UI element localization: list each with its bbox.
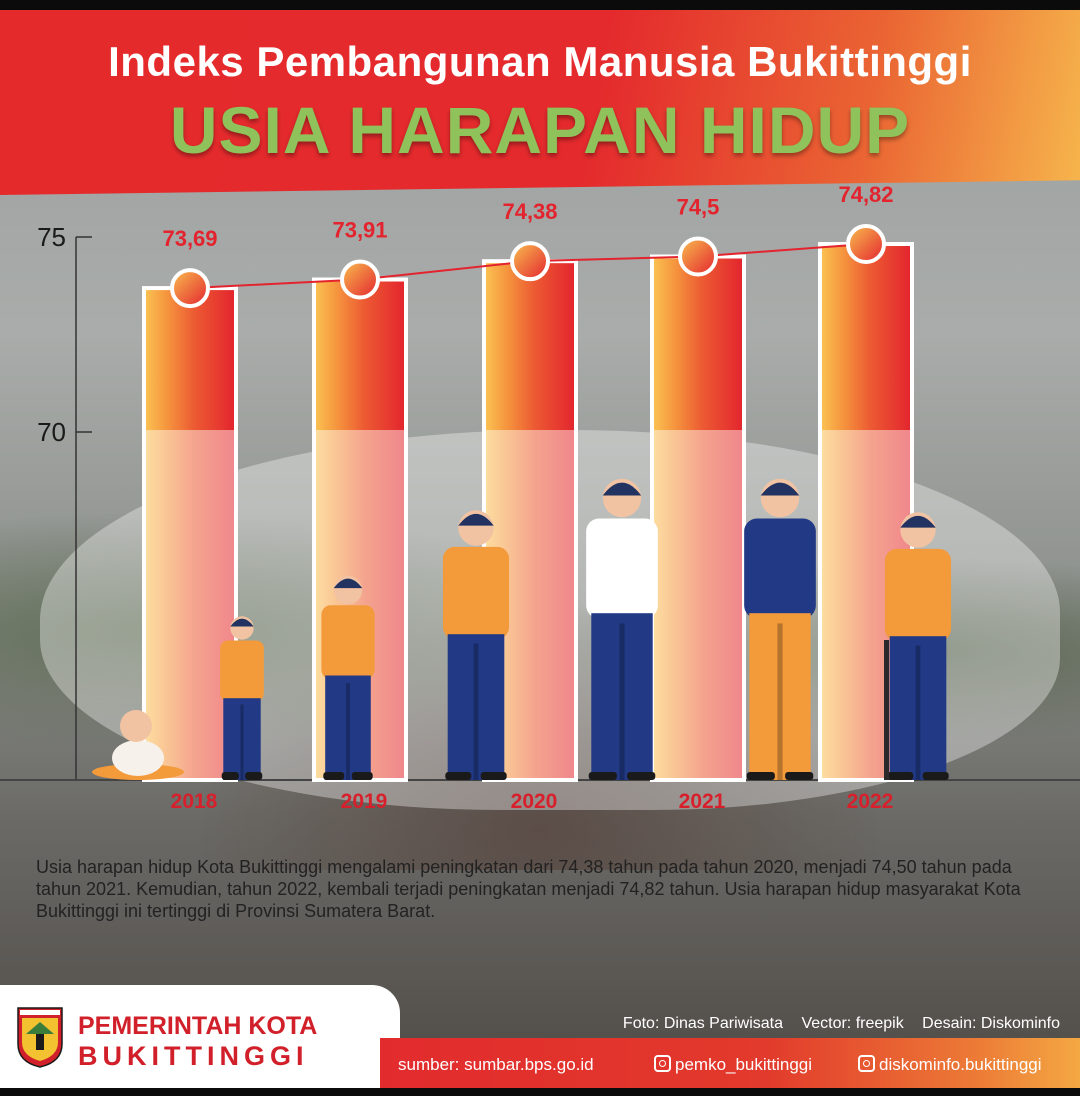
elder-figure xyxy=(884,512,952,780)
page-subtitle: USIA HARAPAN HIDUP xyxy=(169,93,911,167)
x-tick-label-2019: 2019 xyxy=(341,790,388,813)
x-tick-label-2021: 2021 xyxy=(679,790,726,813)
data-point-2019 xyxy=(340,259,380,300)
credits: Foto: Dinas Pariwisata Vector: freepik D… xyxy=(609,1015,1060,1033)
data-point-2022 xyxy=(846,224,886,265)
baby-figure xyxy=(92,710,184,780)
kid-figure xyxy=(321,575,375,780)
instagram-pemko[interactable]: pemko_bukittinggi xyxy=(654,1055,812,1075)
data-label-2018: 73,69 xyxy=(162,226,217,251)
instagram-icon xyxy=(858,1055,875,1072)
description-text: Usia harapan hidup Kota Bukittinggi meng… xyxy=(36,857,1021,921)
credit-desain: Desain: Diskominfo xyxy=(922,1015,1060,1032)
credit-vector: Vector: freepik xyxy=(801,1015,904,1032)
child-figure xyxy=(220,616,264,780)
instagram-pemko-label: pemko_bukittinggi xyxy=(675,1055,813,1074)
page-title: Indeks Pembangunan Manusia Bukittinggi xyxy=(108,38,972,85)
y-tick-label: 75 xyxy=(37,222,66,252)
org-name-line2: BUKITTINGGI xyxy=(78,1041,309,1071)
top-border xyxy=(0,0,1080,10)
teen-figure xyxy=(442,510,510,780)
source-text: sumber: sumbar.bps.go.id xyxy=(398,1055,594,1074)
adult-figure xyxy=(586,478,658,780)
x-tick-label-2022: 2022 xyxy=(847,790,894,813)
instagram-diskominfo[interactable]: diskominfo.bukittinggi xyxy=(858,1055,1042,1075)
city-emblem-icon xyxy=(17,1007,63,1068)
credit-foto: Foto: Dinas Pariwisata xyxy=(622,1015,783,1032)
data-label-2019: 73,91 xyxy=(332,218,387,243)
bar-fade xyxy=(654,430,742,780)
man-figure xyxy=(744,478,816,780)
y-tick-label: 70 xyxy=(37,417,66,447)
instagram-icon xyxy=(654,1055,671,1072)
footer-logo-panel xyxy=(0,985,400,1088)
cane xyxy=(884,640,889,780)
x-tick-label-2018: 2018 xyxy=(171,790,218,813)
data-label-2020: 74,38 xyxy=(502,199,557,224)
x-tick-label-2020: 2020 xyxy=(511,790,558,813)
data-label-2022: 74,82 xyxy=(838,182,893,207)
data-point-2018 xyxy=(170,268,210,309)
data-point-2020 xyxy=(510,241,550,282)
org-name-line1: PEMERINTAH KOTA xyxy=(78,1012,318,1040)
data-point-2021 xyxy=(678,236,718,277)
header-banner xyxy=(0,10,1080,195)
data-label-2021: 74,5 xyxy=(677,195,720,220)
instagram-diskominfo-label: diskominfo.bukittinggi xyxy=(879,1055,1042,1074)
footer-source-bar xyxy=(380,1038,1080,1088)
bar-fade xyxy=(146,430,234,780)
